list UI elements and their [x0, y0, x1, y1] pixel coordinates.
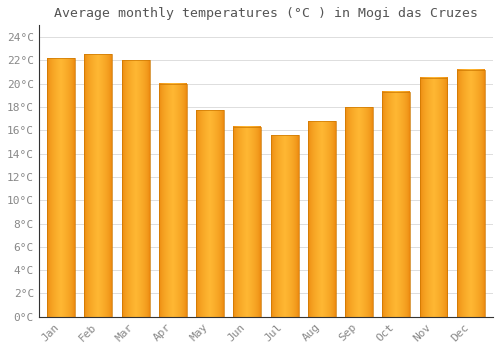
- Title: Average monthly temperatures (°C ) in Mogi das Cruzes: Average monthly temperatures (°C ) in Mo…: [54, 7, 478, 20]
- Bar: [47, 58, 75, 317]
- Bar: [234, 127, 262, 317]
- Bar: [345, 107, 373, 317]
- Bar: [382, 92, 410, 317]
- Bar: [122, 60, 150, 317]
- Bar: [84, 55, 112, 317]
- Bar: [308, 121, 336, 317]
- Bar: [420, 78, 448, 317]
- Bar: [159, 84, 187, 317]
- Bar: [457, 70, 484, 317]
- Bar: [196, 110, 224, 317]
- Bar: [270, 135, 298, 317]
